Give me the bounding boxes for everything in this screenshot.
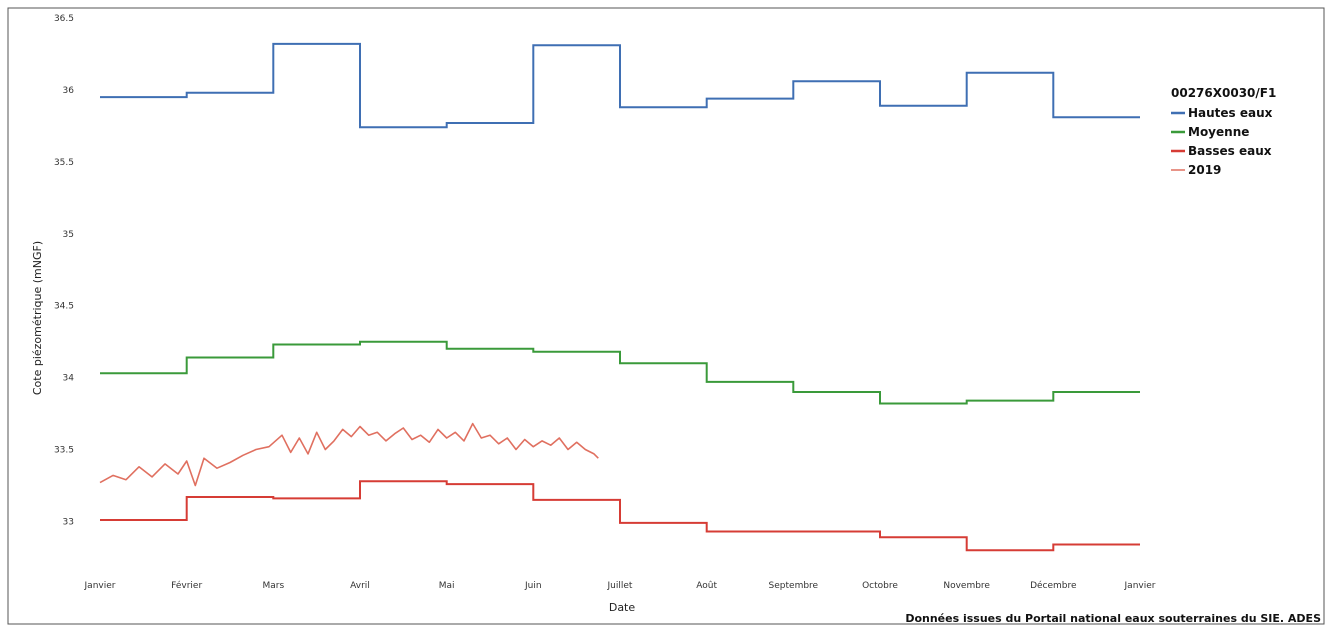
x-axis-ticks: Janvier Février Mars Avril Mai Juin Juillet Aoû… (84, 580, 1156, 591)
y-tick-label-5: 34 (63, 374, 75, 384)
y-axis-label: Cote piézométrique (mNGF) (31, 241, 44, 395)
x-tick-label-11: Décembre (1030, 580, 1077, 591)
x-tick-label-12: Janvier (1124, 581, 1156, 591)
series-line-basses-eaux (100, 480, 1140, 552)
y-tick-label-7: 33 (63, 517, 74, 527)
y-tick-label-4: 34.5 (54, 302, 74, 312)
x-tick-label-1: Février (171, 580, 202, 591)
series-line-hautes-eaux (100, 42, 1140, 129)
series-layer (99, 42, 1140, 552)
legend-title: 00276X0030/F1 (1171, 86, 1276, 100)
legend-box (1155, 72, 1315, 186)
x-tick-label-7: Août (696, 581, 717, 591)
y-axis-ticks: 36.5 36 35.5 35 34.5 34 33.5 33 (54, 14, 74, 527)
chart-frame (7, 7, 1325, 625)
y-tick-label-3: 35 (63, 230, 74, 240)
x-axis-label: Date (609, 601, 636, 614)
legend-entries: Hautes eaux Moyenne Basses eaux 2019 (1171, 106, 1273, 177)
x-tick-label-2: Mars (262, 581, 284, 591)
x-tick-label-9: Octobre (862, 581, 898, 591)
x-tick-label-5: Juin (524, 581, 542, 591)
x-tick-label-0: Janvier (84, 581, 116, 591)
legend-entry-3: 2019 (1188, 163, 1221, 177)
series-line-moyenne (100, 340, 1140, 405)
x-tick-label-8: Septembre (769, 581, 819, 591)
legend-entry-1: Moyenne (1188, 125, 1249, 139)
series-line-2019 (99, 422, 599, 487)
x-tick-label-6: Juillet (607, 581, 633, 591)
y-tick-label-1: 36 (63, 86, 75, 96)
source-note: Données issues du Portail national eaux … (905, 612, 1321, 625)
x-tick-label-10: Novembre (943, 581, 990, 591)
y-tick-label-6: 33.5 (54, 446, 74, 456)
legend-entry-2: Basses eaux (1188, 144, 1272, 158)
y-tick-label-2: 35.5 (54, 158, 74, 168)
legend: 00276X0030/F1 Hautes eaux Moyenne Basses e… (1155, 72, 1315, 186)
x-tick-label-4: Mai (439, 581, 455, 591)
legend-entry-0: Hautes eaux (1188, 106, 1273, 120)
x-tick-label-3: Avril (350, 581, 370, 591)
y-tick-label-0: 36.5 (54, 14, 74, 24)
